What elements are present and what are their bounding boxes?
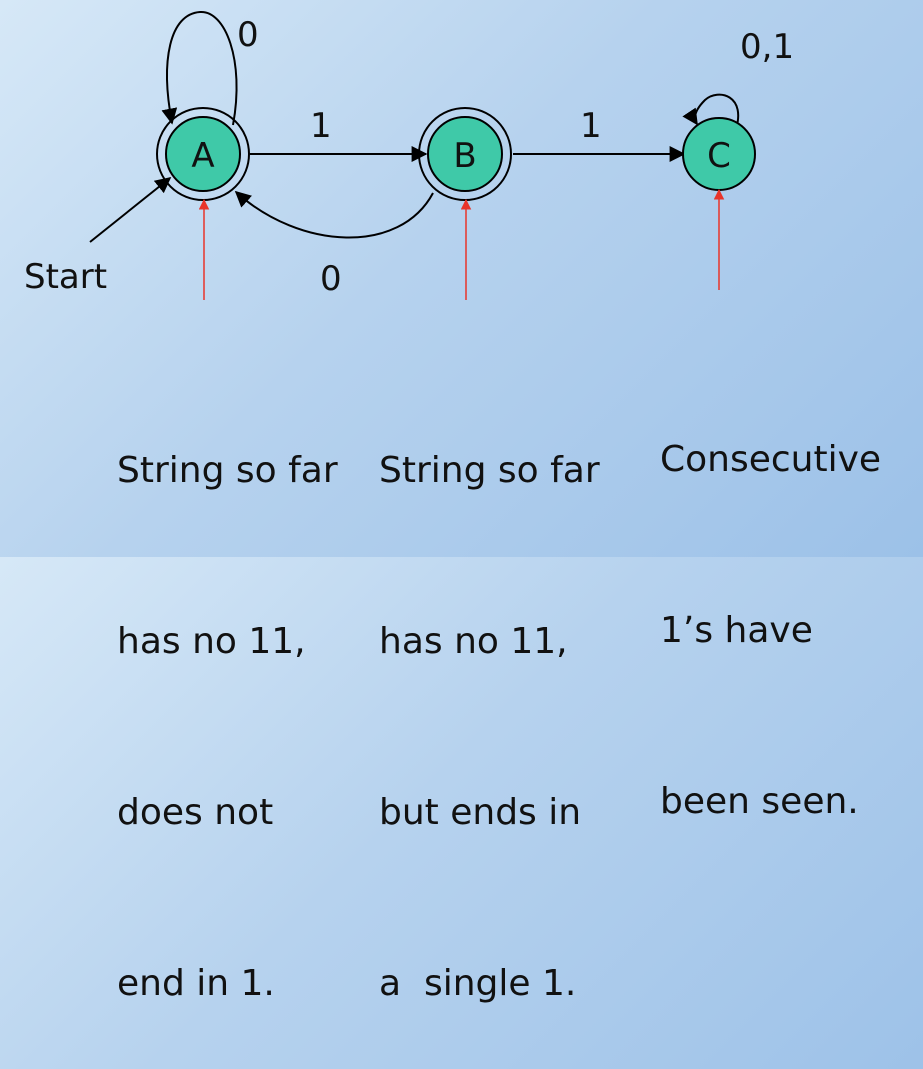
description-line: String so far bbox=[117, 442, 338, 499]
description-line: has no 11, bbox=[379, 613, 600, 670]
description-line: 1’s have bbox=[660, 602, 881, 659]
description-line: has no 11, bbox=[117, 613, 338, 670]
state-a-description: String so far has no 11, does not end in… bbox=[117, 328, 338, 1069]
transition-label-a-b: 1 bbox=[310, 106, 332, 146]
description-line: end in 1. bbox=[117, 955, 338, 1012]
transition-label-b-c: 1 bbox=[580, 106, 602, 146]
state-c: C bbox=[683, 118, 755, 190]
state-b: B bbox=[419, 108, 511, 200]
description-line: does not bbox=[117, 784, 338, 841]
description-line: Consecutive bbox=[660, 431, 881, 488]
state-b-label: B bbox=[453, 136, 476, 176]
state-c-description: Consecutive 1’s have been seen. bbox=[660, 317, 881, 887]
start-arrow bbox=[90, 178, 170, 242]
start-label: Start bbox=[24, 257, 107, 297]
description-line: a single 1. bbox=[379, 955, 600, 1012]
transition-label-b-a: 0 bbox=[320, 259, 342, 299]
state-c-label: C bbox=[707, 136, 731, 176]
description-line: but ends in bbox=[379, 784, 600, 841]
state-a-label: A bbox=[191, 136, 214, 176]
description-line: String so far bbox=[379, 442, 600, 499]
transition-label-c-c: 0,1 bbox=[740, 27, 794, 67]
transition-b-a bbox=[236, 192, 433, 238]
state-b-description: String so far has no 11, but ends in a s… bbox=[379, 328, 600, 1069]
description-line: been seen. bbox=[660, 773, 881, 830]
transition-label-a-a: 0 bbox=[237, 15, 259, 55]
state-a: A bbox=[157, 108, 249, 200]
